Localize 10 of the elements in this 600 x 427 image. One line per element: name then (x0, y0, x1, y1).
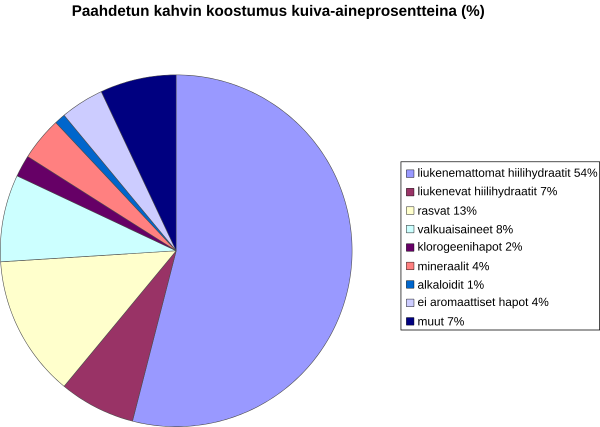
legend-label: rasvat 13% (418, 206, 476, 215)
legend-label: alkaloidit 1% (418, 280, 484, 289)
legend-label: valkuaisaineet 8% (418, 224, 513, 234)
legend-label: liukenevat hiilihydraatit 7% (418, 186, 557, 198)
legend-label: ei aromaattiset hapot 4% (418, 297, 548, 308)
legend-label: mineraalit 4% (418, 262, 489, 270)
legend-label: liukenemattomat hiilihydraatit 54% (418, 168, 598, 180)
chart-title: Paahdetun kahvin koostumus kuiva-aineprosentteina (%) (72, 4, 484, 19)
legend-label: muut 7% (418, 317, 464, 326)
legend-label: klorogeenihapot 2% (418, 242, 522, 254)
